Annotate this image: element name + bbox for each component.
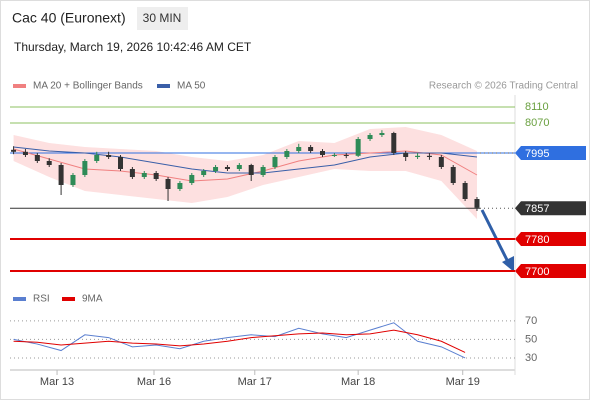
candle-body xyxy=(46,161,52,165)
oscillator-line xyxy=(13,329,466,353)
level-box xyxy=(515,232,586,246)
timestamp: Thursday, March 19, 2026 10:42:46 AM CET xyxy=(14,40,252,54)
candle-body xyxy=(11,149,17,152)
indicator-line xyxy=(13,146,478,174)
candle-body xyxy=(343,155,349,156)
legend-swatch xyxy=(13,297,26,301)
y-tick-label: 70 xyxy=(525,315,537,327)
level-label: 7780 xyxy=(525,234,549,246)
legend-swatch xyxy=(157,84,170,88)
legend-swatch xyxy=(62,297,75,301)
candle-body xyxy=(165,179,171,189)
candle-body xyxy=(403,153,409,157)
legend-label: MA 20 + Bollinger Bands xyxy=(33,81,143,92)
x-tick-label: Mar 17 xyxy=(238,376,272,388)
candle-body xyxy=(308,147,314,151)
candle-body xyxy=(426,155,432,157)
candle-body xyxy=(153,173,159,179)
oscillator-line xyxy=(13,322,466,359)
copyright: Research © 2026 Trading Central xyxy=(429,81,578,92)
legend-label: MA 50 xyxy=(177,81,206,92)
candle-body xyxy=(106,155,112,157)
candle-body xyxy=(248,165,254,175)
candle-body xyxy=(284,151,290,157)
candle-body xyxy=(474,199,480,208)
candle-body xyxy=(189,175,195,183)
candle-body xyxy=(355,139,361,156)
candle-body xyxy=(415,155,421,157)
candle-body xyxy=(272,157,278,167)
level-label: 7700 xyxy=(525,266,549,278)
candle-body xyxy=(331,155,337,156)
legend-label: 9MA xyxy=(82,294,103,305)
legend-swatch xyxy=(13,84,26,88)
candle-body xyxy=(82,161,88,175)
timeframe-button[interactable] xyxy=(137,7,188,30)
candle-body xyxy=(129,169,135,177)
candle-body xyxy=(450,167,456,183)
instrument-title: Cac 40 (Euronext) xyxy=(12,10,126,26)
candle-body xyxy=(22,151,28,155)
candle-body xyxy=(70,175,76,185)
candle-body xyxy=(213,167,219,171)
level-box xyxy=(515,146,586,160)
candle-body xyxy=(236,165,242,169)
level-label: 8110 xyxy=(525,101,549,113)
y-tick-label: 50 xyxy=(525,333,537,345)
candle-body xyxy=(224,167,230,169)
candle-body xyxy=(260,167,266,175)
level-label: 7857 xyxy=(525,203,549,215)
timeframe[interactable]: 30 MIN xyxy=(143,11,182,25)
candle-body xyxy=(94,155,100,161)
level-label: 7995 xyxy=(525,148,549,160)
candle-body xyxy=(201,171,207,175)
y-tick-label: 30 xyxy=(525,352,537,364)
candle-body xyxy=(462,183,468,199)
level-box xyxy=(515,201,586,216)
candle-body xyxy=(320,151,326,155)
x-tick-label: Mar 19 xyxy=(446,376,480,388)
candle-body xyxy=(58,165,64,185)
candle-body xyxy=(177,183,183,189)
candle-body xyxy=(367,135,373,139)
level-label: 8070 xyxy=(525,117,549,129)
candle-body xyxy=(438,157,444,167)
x-tick-label: Mar 16 xyxy=(137,376,171,388)
candle-body xyxy=(391,133,397,153)
forecast-arrowhead xyxy=(502,256,514,272)
candle-body xyxy=(118,157,124,169)
x-tick-label: Mar 18 xyxy=(341,376,375,388)
level-box xyxy=(515,264,586,278)
legend-label: RSI xyxy=(33,294,50,305)
candle-body xyxy=(141,173,147,177)
x-tick-label: Mar 13 xyxy=(40,376,74,388)
candle-body xyxy=(34,155,40,161)
candle-body xyxy=(379,133,385,135)
candle-body xyxy=(296,147,302,151)
indicator-line xyxy=(13,148,478,182)
forecast-arrow xyxy=(480,209,510,263)
